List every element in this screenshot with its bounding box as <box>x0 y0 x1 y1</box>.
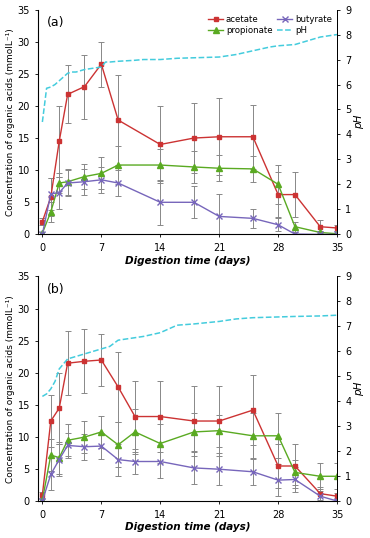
pH <box>48 386 53 392</box>
pH <box>318 313 323 319</box>
pH <box>124 336 129 342</box>
pH <box>65 70 70 76</box>
pH <box>74 353 78 359</box>
pH <box>335 312 339 318</box>
pH <box>293 41 297 48</box>
pH <box>268 44 272 50</box>
pH <box>57 366 61 372</box>
pH <box>108 59 112 65</box>
pH <box>99 346 104 352</box>
pH <box>133 335 137 341</box>
pH <box>133 57 137 63</box>
pH <box>61 74 65 80</box>
pH <box>53 378 57 385</box>
pH <box>217 318 221 324</box>
pH <box>99 64 104 70</box>
Y-axis label: pH: pH <box>354 115 364 129</box>
pH <box>250 315 255 321</box>
pH <box>141 56 146 63</box>
pH <box>65 356 70 362</box>
Text: (b): (b) <box>47 283 65 296</box>
pH <box>74 69 78 75</box>
pH <box>108 343 112 350</box>
pH <box>53 81 57 88</box>
X-axis label: Digestion time (days): Digestion time (days) <box>125 522 250 533</box>
pH <box>141 333 146 339</box>
pH <box>192 54 196 61</box>
pH <box>234 51 238 58</box>
pH <box>44 85 49 91</box>
pH <box>234 316 238 322</box>
pH <box>40 393 45 400</box>
Y-axis label: Concentration of organic acids (mmolL⁻¹): Concentration of organic acids (mmolL⁻¹) <box>6 295 14 483</box>
pH <box>103 59 108 65</box>
pH <box>116 337 120 343</box>
pH <box>175 55 179 61</box>
pH <box>57 77 61 84</box>
Y-axis label: Concentration of organic acids (mmolL⁻¹): Concentration of organic acids (mmolL⁻¹) <box>6 28 14 216</box>
Legend: acetate, propionate, butyrate, pH: acetate, propionate, butyrate, pH <box>207 14 333 36</box>
pH <box>276 314 280 320</box>
pH <box>91 65 95 72</box>
Line: pH: pH <box>43 34 337 122</box>
Text: (a): (a) <box>47 16 65 29</box>
X-axis label: Digestion time (days): Digestion time (days) <box>125 256 250 266</box>
Line: pH: pH <box>43 315 337 397</box>
pH <box>70 69 74 75</box>
pH <box>158 329 162 336</box>
pH <box>44 391 49 397</box>
pH <box>250 47 255 54</box>
Y-axis label: pH: pH <box>354 382 364 396</box>
pH <box>175 322 179 328</box>
pH <box>40 119 45 125</box>
pH <box>335 31 339 38</box>
pH <box>91 348 95 355</box>
pH <box>82 66 87 73</box>
pH <box>116 58 120 65</box>
pH <box>82 351 87 357</box>
pH <box>158 56 162 63</box>
pH <box>124 58 129 64</box>
pH <box>276 43 280 49</box>
pH <box>318 34 323 40</box>
pH <box>192 321 196 327</box>
pH <box>217 54 221 60</box>
pH <box>293 313 297 320</box>
pH <box>48 84 53 90</box>
